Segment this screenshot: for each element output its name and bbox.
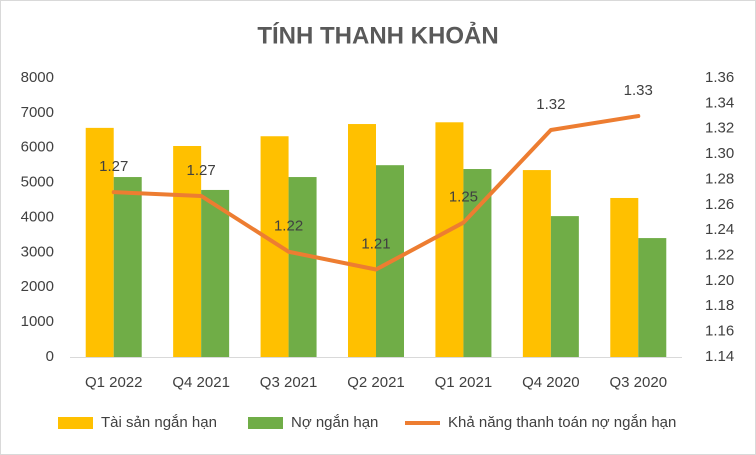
legend-label: Tài sản ngắn hạn [101,414,217,431]
legend-swatch [248,417,283,429]
data-label: 1.32 [536,96,565,113]
bar [173,146,202,357]
bar [522,170,551,357]
data-label: 1.25 [449,189,478,206]
data-label: 1.22 [274,218,303,235]
y2-tick-label: 1.18 [705,297,734,314]
y-tick-label: 0 [46,348,54,365]
bar [260,136,289,357]
data-label: 1.27 [99,158,128,175]
y2-tick-label: 1.34 [705,94,734,111]
legend-label: Khả năng thanh toán nợ ngắn hạn [448,414,676,431]
y2-tick-label: 1.24 [705,221,734,238]
bar [348,124,376,357]
y2-tick-label: 1.20 [705,272,734,289]
data-label: 1.27 [187,162,216,179]
y2-tick-label: 1.22 [705,247,734,264]
y2-tick-label: 1.16 [705,323,734,340]
chart-title: TÍNH THANH KHOẢN [257,20,498,49]
y-tick-label: 5000 [21,174,54,191]
legend-label: Nợ ngắn hạn [291,414,378,431]
data-label: 1.33 [624,82,653,99]
bar [610,197,639,357]
x-tick-label: Q4 2020 [522,374,580,391]
x-tick-label: Q3 2021 [260,374,318,391]
x-tick-label: Q1 2022 [85,374,143,391]
bar [550,216,579,357]
y-tick-label: 4000 [21,208,54,225]
bar [638,238,667,357]
y-tick-label: 3000 [21,243,54,260]
bar [435,122,464,357]
y2-tick-label: 1.32 [705,120,734,137]
bar [113,177,142,357]
y2-tick-label: 1.14 [705,348,734,365]
x-tick-label: Q3 2020 [610,374,668,391]
y-tick-label: 8000 [21,69,54,86]
line [111,114,641,272]
legend-swatch [58,417,93,429]
y-tick-label: 1000 [21,313,54,330]
x-tick-label: Q2 2021 [347,374,405,391]
y-tick-label: 7000 [21,104,54,121]
bar [288,177,317,357]
x-tick-label: Q1 2021 [435,374,493,391]
bar [85,127,114,357]
y2-tick-label: 1.30 [705,145,734,162]
bar [201,189,230,357]
data-label: 1.21 [361,235,390,252]
x-tick-label: Q4 2021 [172,374,230,391]
y-tick-label: 2000 [21,278,54,295]
y2-tick-label: 1.26 [705,196,734,213]
y2-tick-label: 1.36 [705,69,734,86]
y2-tick-label: 1.28 [705,170,734,187]
y-tick-label: 6000 [21,139,54,156]
